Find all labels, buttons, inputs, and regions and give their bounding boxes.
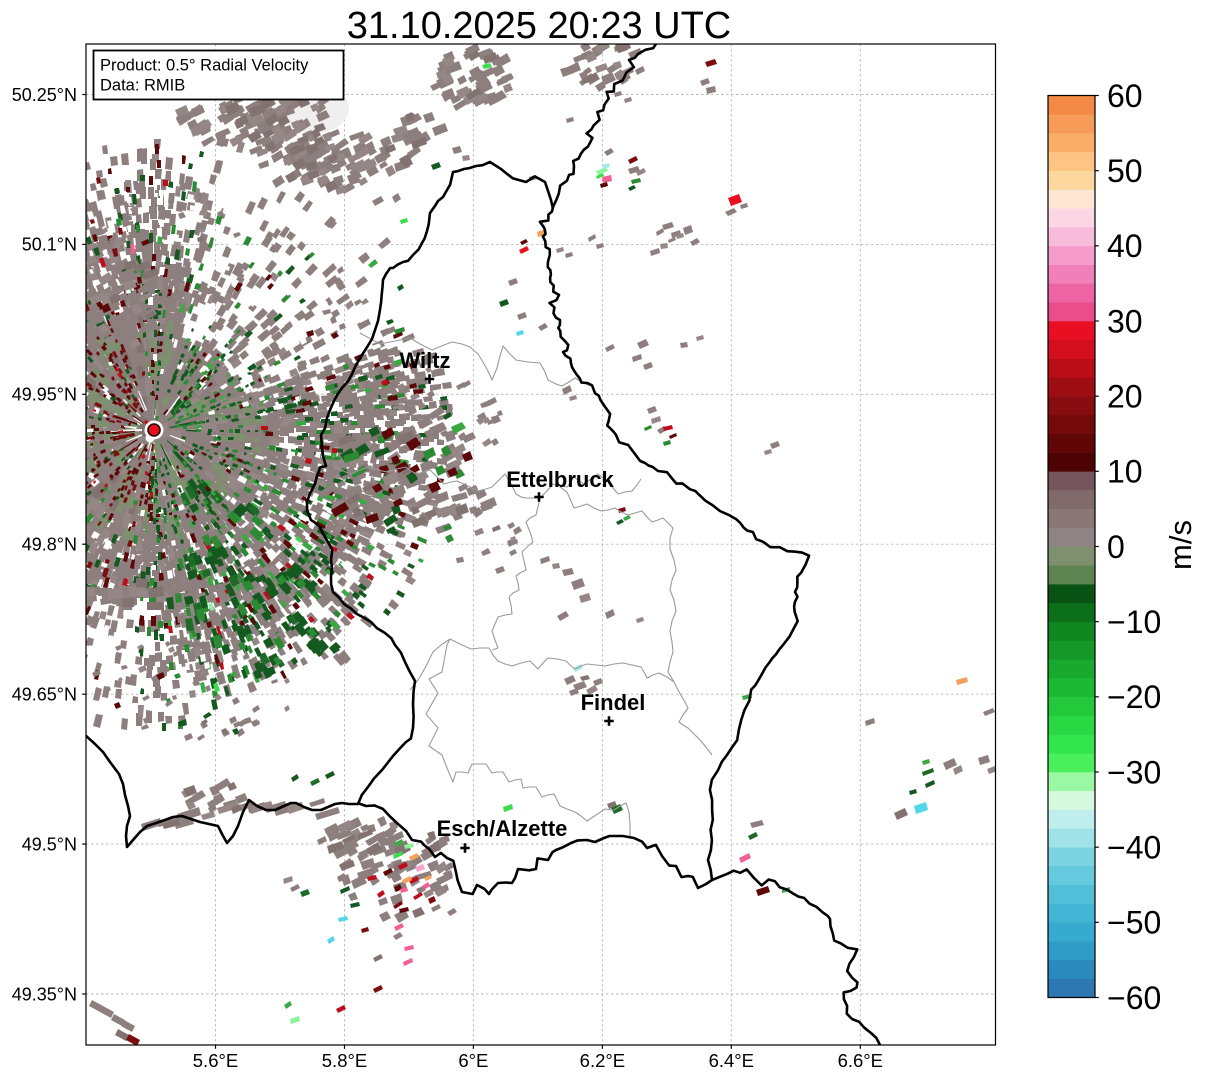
svg-text:49.65°N: 49.65°N (12, 685, 77, 705)
svg-text:20: 20 (1107, 378, 1143, 414)
svg-text:−20: −20 (1107, 679, 1161, 715)
svg-text:Wiltz: Wiltz (399, 348, 450, 373)
svg-text:−30: −30 (1107, 754, 1161, 790)
svg-text:49.35°N: 49.35°N (12, 984, 77, 1004)
svg-text:50.25°N: 50.25°N (12, 85, 77, 105)
svg-text:Ettelbruck: Ettelbruck (506, 467, 614, 492)
svg-text:49.5°N: 49.5°N (22, 834, 77, 854)
svg-text:5.6°E: 5.6°E (193, 1050, 238, 1071)
svg-text:60: 60 (1107, 78, 1143, 114)
svg-text:Findel: Findel (581, 690, 646, 715)
svg-text:−60: −60 (1107, 980, 1161, 1016)
svg-text:10: 10 (1107, 454, 1143, 490)
svg-text:−50: −50 (1107, 905, 1161, 941)
svg-text:Product: 0.5° Radial Velocity: Product: 0.5° Radial Velocity (100, 57, 309, 75)
svg-text:49.8°N: 49.8°N (22, 535, 77, 555)
svg-text:Esch/Alzette: Esch/Alzette (437, 816, 568, 841)
svg-text:5.8°E: 5.8°E (322, 1050, 367, 1071)
svg-text:6.2°E: 6.2°E (580, 1050, 625, 1071)
svg-text:6.6°E: 6.6°E (838, 1050, 883, 1071)
svg-text:30: 30 (1107, 303, 1143, 339)
svg-text:31.10.2025 20:23 UTC: 31.10.2025 20:23 UTC (347, 5, 732, 47)
svg-text:m/s: m/s (1163, 520, 1198, 570)
svg-text:Data: RMIB: Data: RMIB (100, 77, 185, 95)
svg-text:40: 40 (1107, 228, 1143, 264)
svg-text:50: 50 (1107, 153, 1143, 189)
svg-text:−40: −40 (1107, 829, 1161, 865)
svg-text:0: 0 (1107, 529, 1125, 565)
svg-text:49.95°N: 49.95°N (12, 385, 77, 405)
svg-text:50.1°N: 50.1°N (22, 235, 77, 255)
svg-text:6°E: 6°E (458, 1050, 488, 1071)
svg-text:−10: −10 (1107, 604, 1161, 640)
svg-text:6.4°E: 6.4°E (709, 1050, 754, 1071)
